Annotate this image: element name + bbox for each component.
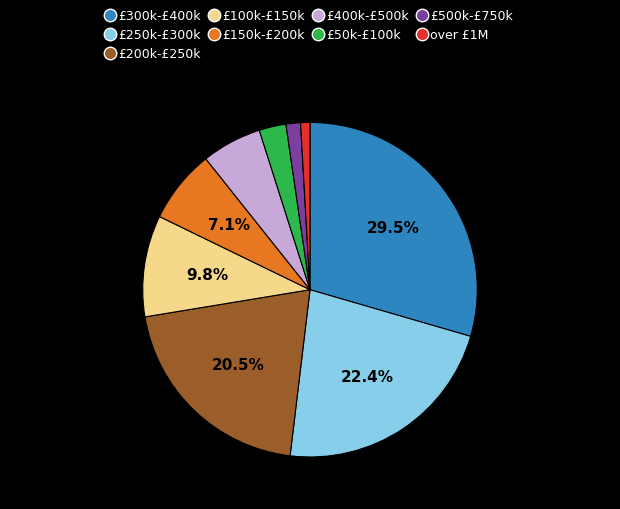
Wedge shape <box>143 217 310 317</box>
Legend: £300k-£400k, £250k-£300k, £200k-£250k, £100k-£150k, £150k-£200k, £400k-£500k, £5: £300k-£400k, £250k-£300k, £200k-£250k, £… <box>104 6 516 65</box>
Wedge shape <box>301 123 310 290</box>
Wedge shape <box>286 124 310 290</box>
Text: 20.5%: 20.5% <box>212 357 265 373</box>
Wedge shape <box>310 123 477 337</box>
Wedge shape <box>290 290 471 457</box>
Wedge shape <box>206 131 310 290</box>
Wedge shape <box>159 159 310 290</box>
Wedge shape <box>259 125 310 290</box>
Text: 29.5%: 29.5% <box>366 220 419 236</box>
Text: 22.4%: 22.4% <box>341 369 394 384</box>
Text: 9.8%: 9.8% <box>186 268 228 282</box>
Wedge shape <box>145 290 310 456</box>
Text: 7.1%: 7.1% <box>208 218 250 233</box>
